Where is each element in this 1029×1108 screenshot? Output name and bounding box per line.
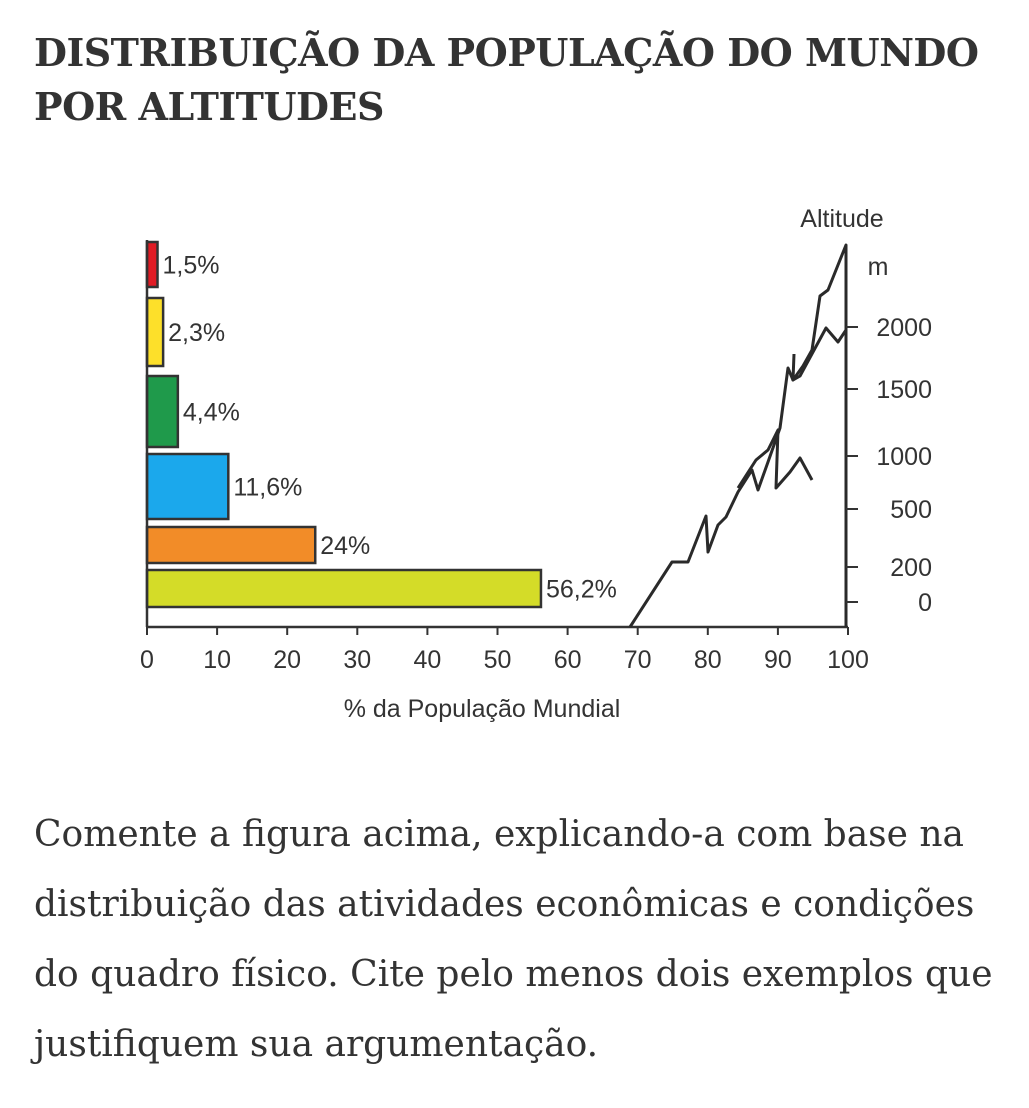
altitude-tick-label: 2000: [876, 314, 932, 342]
title-line-2: POR ALTITUDES: [34, 84, 384, 129]
x-ticks-group: [146, 627, 849, 635]
altitude-tick-label: 500: [890, 496, 932, 524]
bar-value-label: 4,4%: [183, 399, 240, 427]
bar-value-label: 2,3%: [168, 319, 225, 347]
x-axis-label: % da População Mundial: [344, 695, 621, 723]
mountain-ridge-lower: [736, 428, 814, 490]
bar-2000+: [145, 240, 159, 289]
bar-1500-2000: [145, 296, 165, 368]
bar-0-200: [145, 568, 543, 609]
altitude-tick-label: 1500: [876, 376, 932, 404]
x-tick-label: 100: [827, 646, 869, 674]
altitude-population-chart: 56,2% 24% 11,6% 4,4% 2,3% 1,5% 0 10 20 30 40 50 60 7…: [140, 205, 932, 723]
altitude-tick-label: 1000: [876, 443, 932, 471]
x-tick-label: 90: [764, 646, 792, 674]
mountain-ridge-upper: [791, 326, 848, 382]
x-tick-label: 20: [273, 646, 301, 674]
bar-1000-1500: [145, 374, 180, 449]
x-tick-label: 50: [484, 646, 512, 674]
bar-value-label: 56,2%: [546, 576, 617, 604]
right-ticks-group: 0 200 500 1000 1500 2000: [846, 314, 932, 617]
mountain-profile: [628, 243, 848, 628]
x-tick-label: 40: [413, 646, 441, 674]
bar-500-1000: [145, 452, 230, 521]
x-tick-label: 10: [203, 646, 231, 674]
bar-200-500: [145, 525, 317, 565]
x-tick-label: 80: [694, 646, 722, 674]
altitude-tick-label: 0: [918, 589, 932, 617]
right-axis-unit: m: [868, 253, 889, 281]
right-axis-title: Altitude: [800, 205, 883, 233]
title-line-1: DISTRIBUIÇÃO DA POPULAÇÃO DO MUNDO: [34, 30, 979, 75]
bar-value-label: 24%: [320, 532, 370, 560]
x-tick-label: 0: [140, 646, 154, 674]
x-tick-labels-group: 0 10 20 30 40 50 60 70 80 90 100: [140, 646, 869, 674]
right-axis: Altitude m: [800, 205, 888, 281]
altitude-tick-label: 200: [890, 554, 932, 582]
x-tick-label: 70: [624, 646, 652, 674]
x-tick-label: 30: [343, 646, 371, 674]
bar-value-label: 1,5%: [163, 252, 220, 280]
bars-group: [145, 240, 543, 609]
page-title: DISTRIBUIÇÃO DA POPULAÇÃO DO MUNDO POR A…: [34, 26, 994, 134]
bar-labels-group: 56,2% 24% 11,6% 4,4% 2,3% 1,5%: [163, 252, 617, 604]
question-text: Comente a figura acima, explicando-a com…: [34, 814, 993, 1065]
bar-value-label: 11,6%: [233, 474, 302, 502]
x-tick-label: 60: [554, 646, 582, 674]
mountain-outline: [628, 243, 848, 628]
